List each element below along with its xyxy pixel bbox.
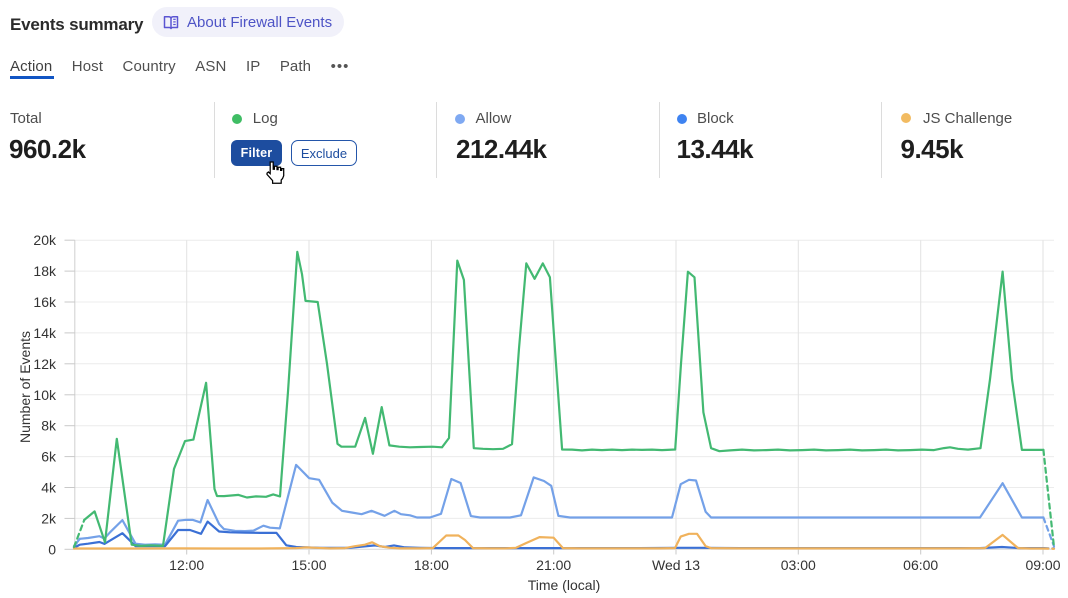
svg-text:09:00: 09:00 xyxy=(1025,557,1060,573)
svg-text:4k: 4k xyxy=(41,480,57,496)
svg-text:03:00: 03:00 xyxy=(781,557,816,573)
svg-text:15:00: 15:00 xyxy=(291,557,326,573)
svg-text:6k: 6k xyxy=(41,449,57,465)
svg-text:Wed 13: Wed 13 xyxy=(652,557,700,573)
svg-text:06:00: 06:00 xyxy=(903,557,938,573)
svg-text:10k: 10k xyxy=(33,387,57,403)
svg-text:0: 0 xyxy=(48,541,56,557)
svg-text:18k: 18k xyxy=(33,263,57,279)
svg-text:Time (local): Time (local) xyxy=(528,577,601,593)
svg-text:8k: 8k xyxy=(41,418,57,434)
svg-text:18:00: 18:00 xyxy=(414,557,449,573)
svg-text:2k: 2k xyxy=(41,510,57,526)
svg-text:12k: 12k xyxy=(33,356,57,372)
svg-text:16k: 16k xyxy=(33,294,57,310)
svg-text:20k: 20k xyxy=(33,232,57,248)
svg-text:21:00: 21:00 xyxy=(536,557,571,573)
svg-text:Number of Events: Number of Events xyxy=(17,331,33,443)
svg-text:12:00: 12:00 xyxy=(169,557,204,573)
svg-text:14k: 14k xyxy=(33,325,57,341)
